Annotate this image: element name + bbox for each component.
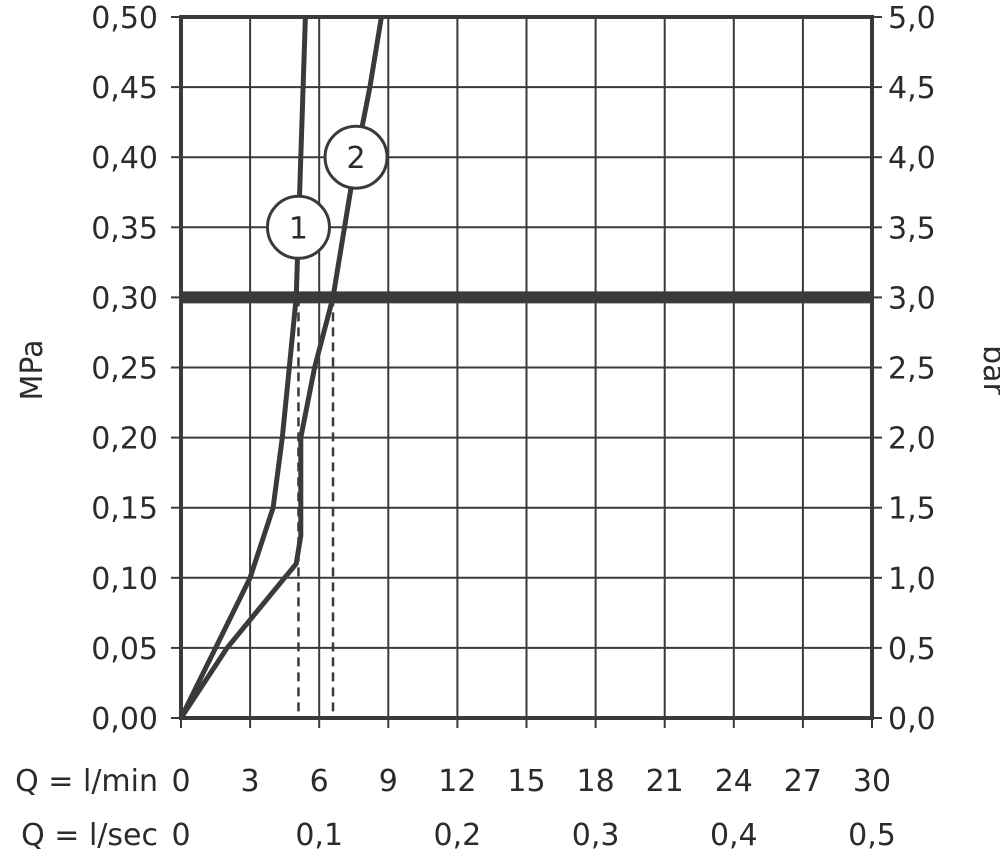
x-tick-label: 21 <box>646 764 684 799</box>
plot-frame <box>179 15 874 720</box>
x-tick-label: 9 <box>379 764 398 799</box>
y-left-tick-label: 0,30 <box>91 281 158 316</box>
curve-marker-label-2: 2 <box>347 141 366 176</box>
y-left-tick-label: 0,10 <box>91 562 158 597</box>
y-right-tick-label: 4,5 <box>888 71 936 106</box>
x-secondary-tick-label: 0,4 <box>710 818 758 853</box>
x-axis-title: Q = l/min <box>15 764 158 799</box>
x-secondary-tick-label: 0,2 <box>434 818 482 853</box>
plot-border <box>179 15 874 720</box>
x-tick-label: 6 <box>310 764 329 799</box>
y-left-tick-label: 0,05 <box>91 632 158 667</box>
x-tick-label: 12 <box>438 764 476 799</box>
x-tick-label: 27 <box>784 764 822 799</box>
y-left-tick-label: 0,50 <box>91 1 158 36</box>
y-left-tick-label: 0,40 <box>91 141 158 176</box>
x-tick-label: 18 <box>577 764 615 799</box>
y-left-tick-label: 0,35 <box>91 211 158 246</box>
y-left-tick-label: 0,15 <box>91 492 158 527</box>
y-left-tick-label: 0,25 <box>91 352 158 387</box>
y-right-tick-label: 1,0 <box>888 562 936 597</box>
x-secondary-tick-label: 0,3 <box>572 818 620 853</box>
y-right-tick-label: 5,0 <box>888 1 936 36</box>
y-left-tick-label: 0,00 <box>91 702 158 737</box>
x-secondary-tick-label: 0,1 <box>295 818 343 853</box>
x-tick-label: 15 <box>507 764 545 799</box>
y-left-tick-label: 0,20 <box>91 422 158 457</box>
curve-markers: 12 <box>265 124 389 260</box>
tick-labels: 0,000,050,100,150,200,250,300,350,400,45… <box>91 1 936 853</box>
y-right-tick-label: 2,5 <box>888 352 936 387</box>
x-tick-label: 30 <box>853 764 891 799</box>
x-tick-label: 0 <box>171 764 190 799</box>
y-right-tick-label: 0,0 <box>888 702 936 737</box>
y-axis-right-title: bar <box>976 345 1000 395</box>
y-axis-left-title: MPa <box>15 339 50 400</box>
curve-1 <box>178 16 308 720</box>
y-right-tick-label: 0,5 <box>888 632 936 667</box>
y-left-tick-label: 0,45 <box>91 71 158 106</box>
y-right-tick-label: 3,5 <box>888 211 936 246</box>
x-secondary-tick-label: 0 <box>171 818 190 853</box>
y-right-tick-label: 4,0 <box>888 141 936 176</box>
y-right-tick-label: 2,0 <box>888 422 936 457</box>
x-tick-label: 3 <box>241 764 260 799</box>
y-right-tick-label: 3,0 <box>888 281 936 316</box>
x-axis-secondary-title: Q = l/sec <box>21 818 158 853</box>
curve-marker-circle-1 <box>265 194 331 260</box>
curve-marker-label-1: 1 <box>289 211 308 246</box>
x-secondary-tick-label: 0,5 <box>848 818 896 853</box>
y-right-tick-label: 1,5 <box>888 492 936 527</box>
x-tick-label: 24 <box>715 764 753 799</box>
grid <box>171 16 882 728</box>
curve-marker-circle-2 <box>323 124 389 190</box>
